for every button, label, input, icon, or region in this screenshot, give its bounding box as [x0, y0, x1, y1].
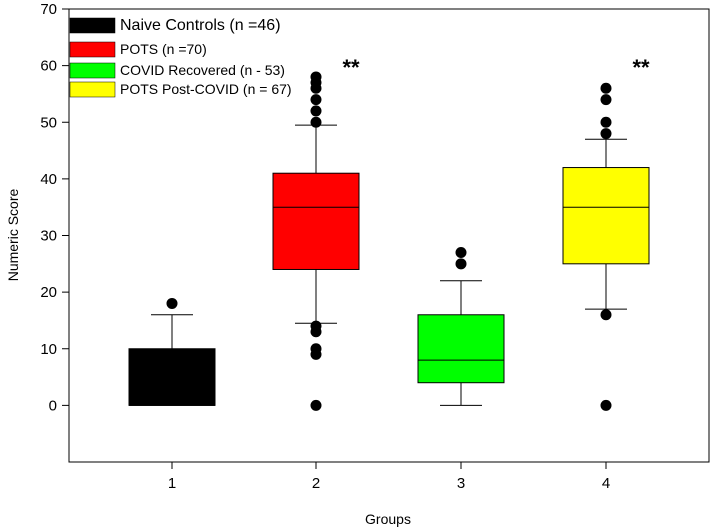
outlier-point	[600, 82, 612, 94]
outlier-point	[455, 246, 467, 258]
outlier-point	[310, 105, 322, 117]
outlier-point	[600, 116, 612, 128]
y-tick-label: 70	[40, 1, 57, 18]
y-tick-label: 30	[40, 228, 57, 245]
legend-label: Naive Controls (n =46)	[120, 17, 281, 34]
outlier-point	[310, 320, 322, 332]
box-group-4: **	[562, 55, 650, 411]
y-axis-label: Numeric Score	[5, 189, 21, 282]
outlier-point	[310, 71, 322, 83]
outlier-point	[600, 309, 612, 321]
outlier-point	[455, 258, 467, 270]
legend-swatch	[69, 17, 116, 34]
x-tick-label: 2	[312, 475, 320, 492]
x-tick-label: 3	[457, 475, 465, 492]
outlier-point	[600, 128, 612, 140]
outlier-point	[600, 94, 612, 106]
x-tick-label: 1	[168, 475, 176, 492]
outlier-point	[310, 399, 322, 411]
legend-label: COVID Recovered (n - 53)	[120, 62, 285, 78]
x-tick-label: 4	[602, 475, 610, 492]
box	[128, 348, 216, 406]
outlier-point	[600, 399, 612, 411]
outlier-point	[310, 94, 322, 106]
legend-swatch	[69, 41, 116, 58]
legend: Naive Controls (n =46) POTS (n =70) COVID …	[69, 17, 292, 98]
box-group-2: **	[272, 55, 360, 411]
legend-label: POTS (n =70)	[120, 41, 207, 57]
y-tick-label: 0	[49, 397, 57, 414]
x-axis: 1 2 3 4	[168, 462, 610, 492]
box	[272, 172, 360, 270]
y-tick-label: 50	[40, 114, 57, 131]
significance-marker: **	[632, 55, 650, 80]
plot-marks: ** **	[128, 55, 650, 411]
y-axis: 0 10 20 30 40 50 60 70	[40, 1, 69, 414]
box-group-3	[417, 246, 505, 406]
y-tick-label: 40	[40, 171, 57, 188]
x-axis-label: Groups	[365, 511, 411, 527]
significance-marker: **	[342, 55, 360, 80]
outlier-point	[166, 297, 178, 309]
legend-swatch	[69, 62, 116, 79]
outlier-point	[310, 343, 322, 355]
box	[562, 167, 650, 265]
outlier-point	[310, 116, 322, 128]
legend-swatch	[69, 81, 116, 98]
y-tick-label: 60	[40, 58, 57, 75]
y-tick-label: 20	[40, 284, 57, 301]
box	[417, 314, 505, 384]
y-tick-label: 10	[40, 341, 57, 358]
box-group-1	[128, 297, 216, 406]
legend-label: POTS Post-COVID (n = 67)	[120, 81, 292, 97]
